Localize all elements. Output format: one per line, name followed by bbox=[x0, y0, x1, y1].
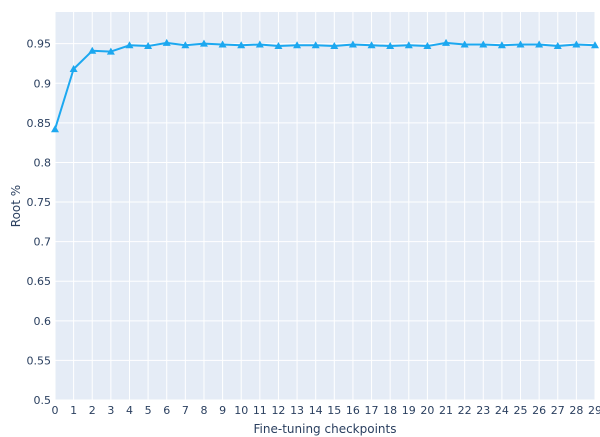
data-point-marker bbox=[199, 39, 208, 47]
y-tick-label: 0.65 bbox=[27, 275, 52, 288]
data-point-marker bbox=[460, 40, 469, 48]
x-tick-label: 19 bbox=[402, 404, 416, 417]
data-point-marker bbox=[162, 38, 171, 46]
data-point-marker bbox=[255, 40, 264, 48]
y-axis-title: Root % bbox=[9, 185, 23, 227]
data-point-marker bbox=[237, 41, 246, 49]
data-point-marker bbox=[311, 41, 320, 49]
y-tick-label: 0.75 bbox=[27, 196, 52, 209]
data-point-marker bbox=[591, 41, 599, 49]
x-tick-label: 4 bbox=[126, 404, 133, 417]
data-point-marker bbox=[181, 41, 190, 49]
data-point-marker bbox=[51, 125, 59, 133]
data-point-marker bbox=[293, 41, 302, 49]
data-point-marker bbox=[330, 42, 339, 50]
y-tick-label: 0.9 bbox=[34, 77, 52, 90]
x-tick-label: 13 bbox=[290, 404, 304, 417]
x-tick-label: 2 bbox=[89, 404, 96, 417]
series-layer bbox=[51, 38, 599, 133]
y-tick-label: 0.85 bbox=[27, 117, 52, 130]
data-point-marker bbox=[69, 65, 78, 73]
data-point-marker bbox=[386, 42, 395, 50]
data-point-marker bbox=[218, 40, 227, 48]
x-tick-label: 3 bbox=[107, 404, 114, 417]
data-point-marker bbox=[442, 38, 451, 46]
y-tick-labels: 0.5 0.55 0.6 0.65 0.7 0.75 0.8 0.85 0.9 0.95 bbox=[27, 38, 52, 407]
x-tick-label: 21 bbox=[439, 404, 453, 417]
x-axis-title: Fine-tuning checkpoints bbox=[254, 422, 397, 436]
data-point-marker bbox=[479, 40, 488, 48]
y-tick-label: 0.7 bbox=[34, 236, 52, 249]
x-tick-label: 16 bbox=[346, 404, 360, 417]
x-tick-label: 18 bbox=[383, 404, 397, 417]
y-tick-label: 0.95 bbox=[27, 38, 52, 51]
x-tick-label: 7 bbox=[182, 404, 189, 417]
y-tick-label: 0.55 bbox=[27, 354, 52, 367]
data-point-marker bbox=[144, 42, 153, 50]
x-tick-label: 6 bbox=[163, 404, 170, 417]
x-tick-labels: 0 1 2 3 4 5 6 7 8 9 10 11 12 13 14 15 16 17 18 19 20 21 22 23 24… bbox=[52, 404, 600, 417]
x-tick-label: 28 bbox=[569, 404, 583, 417]
x-tick-label: 1 bbox=[70, 404, 77, 417]
x-tick-label: 26 bbox=[532, 404, 546, 417]
y-tick-label: 0.6 bbox=[34, 315, 52, 328]
y-tick-label: 0.5 bbox=[34, 394, 52, 407]
data-point-marker bbox=[404, 41, 413, 49]
x-tick-label: 29 bbox=[588, 404, 600, 417]
x-tick-label: 9 bbox=[219, 404, 226, 417]
data-point-marker bbox=[423, 42, 432, 50]
y-tick-label: 0.8 bbox=[34, 156, 52, 169]
data-point-marker bbox=[88, 46, 97, 54]
data-point-marker bbox=[516, 40, 525, 48]
data-point-marker bbox=[367, 41, 376, 49]
x-tick-label: 27 bbox=[551, 404, 565, 417]
x-tick-label: 22 bbox=[458, 404, 472, 417]
data-point-marker bbox=[553, 42, 562, 50]
x-tick-label: 15 bbox=[327, 404, 341, 417]
x-tick-label: 23 bbox=[476, 404, 490, 417]
x-tick-label: 11 bbox=[253, 404, 267, 417]
x-tick-label: 0 bbox=[52, 404, 59, 417]
grid-lines bbox=[54, 12, 596, 401]
x-tick-label: 12 bbox=[271, 404, 285, 417]
x-tick-label: 24 bbox=[495, 404, 509, 417]
data-point-marker bbox=[125, 41, 134, 49]
x-tick-label: 5 bbox=[145, 404, 152, 417]
data-point-marker bbox=[348, 40, 357, 48]
data-point-marker bbox=[106, 47, 115, 55]
data-point-marker bbox=[572, 40, 581, 48]
x-tick-label: 20 bbox=[420, 404, 434, 417]
x-tick-label: 17 bbox=[365, 404, 379, 417]
data-point-marker bbox=[497, 41, 506, 49]
plot-background bbox=[55, 12, 595, 400]
x-tick-label: 25 bbox=[514, 404, 528, 417]
x-tick-label: 8 bbox=[200, 404, 207, 417]
series-line bbox=[54, 41, 596, 130]
x-tick-label: 14 bbox=[309, 404, 323, 417]
data-point-marker bbox=[535, 40, 544, 48]
x-tick-label: 10 bbox=[234, 404, 248, 417]
data-point-marker bbox=[274, 42, 283, 50]
